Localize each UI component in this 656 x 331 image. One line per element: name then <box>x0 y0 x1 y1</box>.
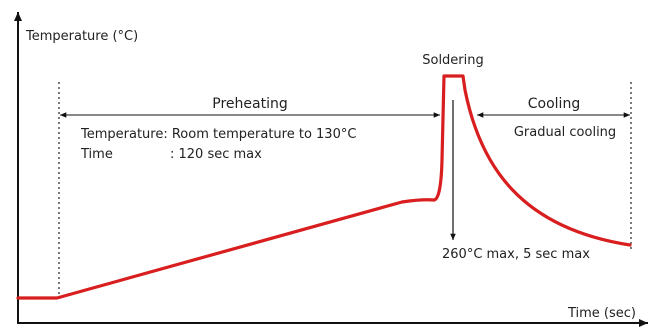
cooling-label: Cooling <box>528 96 580 112</box>
x-axis-label: Time (sec) <box>567 306 636 321</box>
y-axis-label: Temperature (°C) <box>25 29 138 44</box>
preheating-label: Preheating <box>212 96 287 112</box>
soldering-label: Soldering <box>422 53 484 68</box>
preheating-time-value: : 120 sec max <box>170 147 262 162</box>
temperature-profile-curve <box>16 74 632 300</box>
preheating-time-label: Time <box>80 147 113 162</box>
cooling-note: Gradual cooling <box>514 125 616 140</box>
soldering-note: 260°C max, 5 sec max <box>442 247 590 262</box>
preheating-temperature-text: Temperature: Room temperature to 130°C <box>80 127 356 142</box>
